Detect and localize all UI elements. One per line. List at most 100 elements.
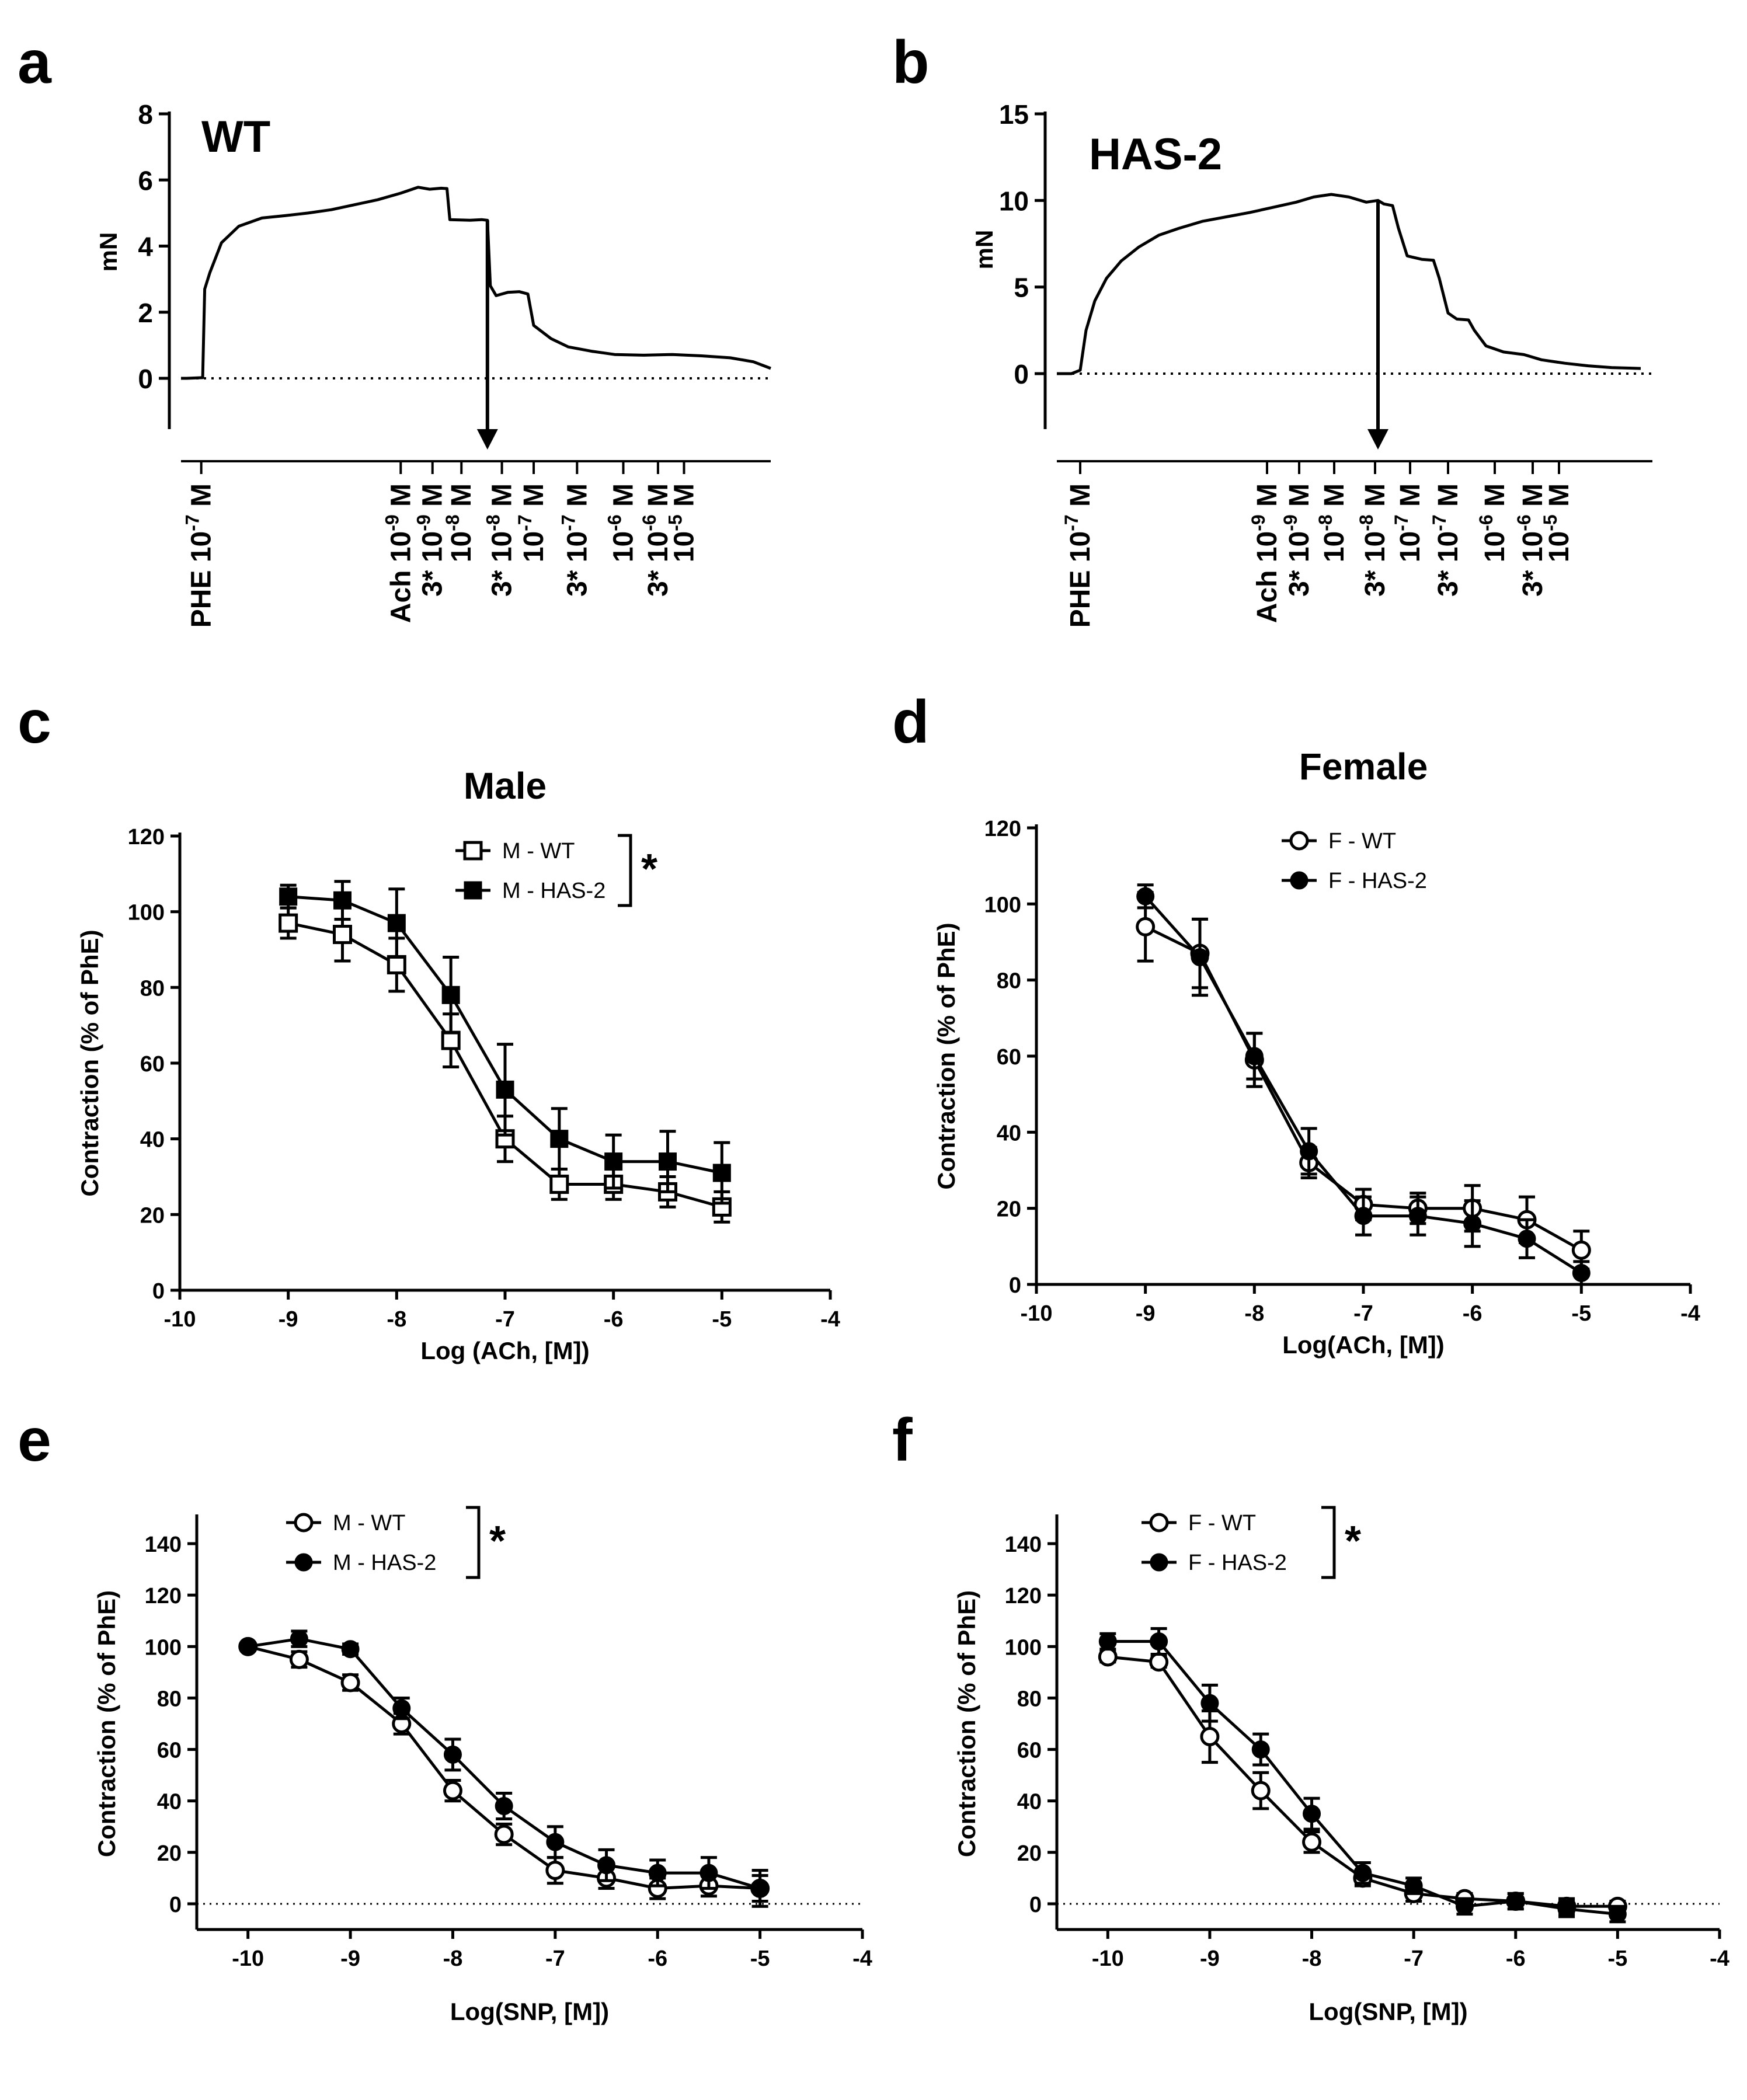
data-point [1251,1781,1271,1801]
legend-label: M - HAS-2 [502,879,605,903]
addition-label-unit: M [1518,483,1548,514]
addition-label-exponent: -6 [639,514,660,531]
legend-label: F - HAS-2 [1188,1551,1287,1575]
data-point [597,1856,616,1875]
y-tick-label: 60 [1017,1739,1042,1763]
addition-label-unit: M [1319,483,1350,514]
series-1 [238,1636,770,1903]
addition-label-exponent: -9 [1248,514,1269,531]
addition-label-unit: M [669,483,700,514]
legend-label: M - WT [502,839,575,863]
arrow-head [476,429,498,450]
data-point [341,1640,360,1659]
addition-label-unit: M [385,483,416,514]
data-point [1245,1047,1264,1065]
data-point [495,1797,513,1815]
data-point [1408,1207,1427,1225]
data-point [1557,1900,1576,1918]
x-tick-label: -8 [443,1946,463,1971]
x-tick-label: -5 [712,1307,732,1332]
legend-marker [1149,1513,1169,1533]
addition-label-unit: M [1252,483,1283,514]
addition-label-exponent: -5 [664,514,685,531]
addition-label: 3* 10-9 M [1280,483,1315,597]
addition-label-unit: M [1544,483,1575,514]
addition-label: 10-7 M [1391,483,1426,562]
significance-star: * [641,846,657,893]
addition-label-main: 10 [1319,531,1350,562]
x-tick-label: -4 [852,1946,872,1971]
data-point [387,914,406,932]
addition-label-exponent: -7 [1061,514,1082,531]
data-point [1149,1652,1169,1672]
addition-label: 10-7 M [514,483,549,562]
y-axis-label: Contraction (% of PhE) [76,929,103,1196]
x-tick-label: -10 [1021,1301,1053,1326]
force-trace [181,186,771,380]
y-tick-label: 80 [997,969,1021,994]
y-tick-label: 120 [145,1584,182,1608]
y-tick-label: 0 [1009,1273,1021,1298]
y-tick-label: 100 [128,901,165,925]
data-point [1353,1864,1372,1882]
panel-label-f: f [892,1406,913,1474]
arrow-head [1367,429,1388,450]
y-tick-label: 100 [145,1635,182,1660]
x-axis-label: Log(ACh, [M]) [1282,1331,1445,1359]
addition-label: 3* 10-6 M [639,483,674,597]
addition-label-unit: M [186,483,217,514]
legend-marker [294,1553,313,1572]
series-2 [1098,1627,1627,1924]
addition-label: 10-8 M [1315,483,1350,562]
addition-label: 10-8 M [442,483,477,562]
addition-label-main: 3* 10 [643,531,674,597]
addition-label-exponent: -7 [514,514,535,531]
data-point [1572,1263,1591,1282]
data-point [496,1080,514,1099]
significance-star: * [1345,1518,1361,1565]
addition-label: 10-6 M [604,483,639,562]
x-tick-label: -4 [1680,1301,1700,1326]
x-axis-label: Log(SNP, [M]) [1308,1998,1467,2025]
x-tick-label: -10 [232,1946,264,1971]
x-tick-label: -7 [545,1946,565,1971]
significance-bracket [618,834,632,907]
data-point [1518,1230,1536,1248]
data-point [549,1174,569,1194]
data-point [441,985,460,1004]
panel-label-e: e [18,1406,51,1474]
addition-label-exponent: -8 [1315,514,1336,531]
y-tick-label: 0 [1014,359,1029,389]
data-point [1098,1647,1118,1667]
data-point [546,1833,565,1851]
data-point [333,891,352,910]
data-point [340,1673,360,1692]
x-tick-label: -5 [1607,1946,1627,1971]
data-point [1136,917,1156,936]
series-2 [239,1629,770,1908]
addition-label-main: 10 [1544,531,1575,562]
x-tick-label: -9 [279,1307,298,1332]
y-tick-label: 6 [138,165,153,196]
force-trace [1057,193,1641,375]
data-point [712,1164,731,1182]
addition-label-exponent: -5 [1540,514,1561,531]
addition-label-unit: M [1433,483,1464,514]
addition-label-main: 3* 10 [562,531,593,597]
data-point [1463,1214,1482,1233]
legend-marker [1289,831,1309,851]
y-tick-label: 80 [157,1687,182,1711]
legend-label: F - WT [1188,1511,1256,1535]
y-tick-label: 100 [1005,1635,1042,1660]
addition-label-unit: M [1284,483,1315,514]
data-point [239,1637,257,1656]
y-tick-label: 60 [997,1045,1021,1070]
x-tick-label: -6 [1463,1301,1482,1326]
chart-title: Female [1299,746,1428,788]
addition-label-unit: M [1360,483,1391,514]
series-line [248,1645,760,1890]
y-tick-label: 20 [157,1841,182,1866]
addition-label-exponent: -9 [413,514,434,531]
addition-label-unit: M [446,483,477,514]
x-tick-label: -6 [648,1946,667,1971]
